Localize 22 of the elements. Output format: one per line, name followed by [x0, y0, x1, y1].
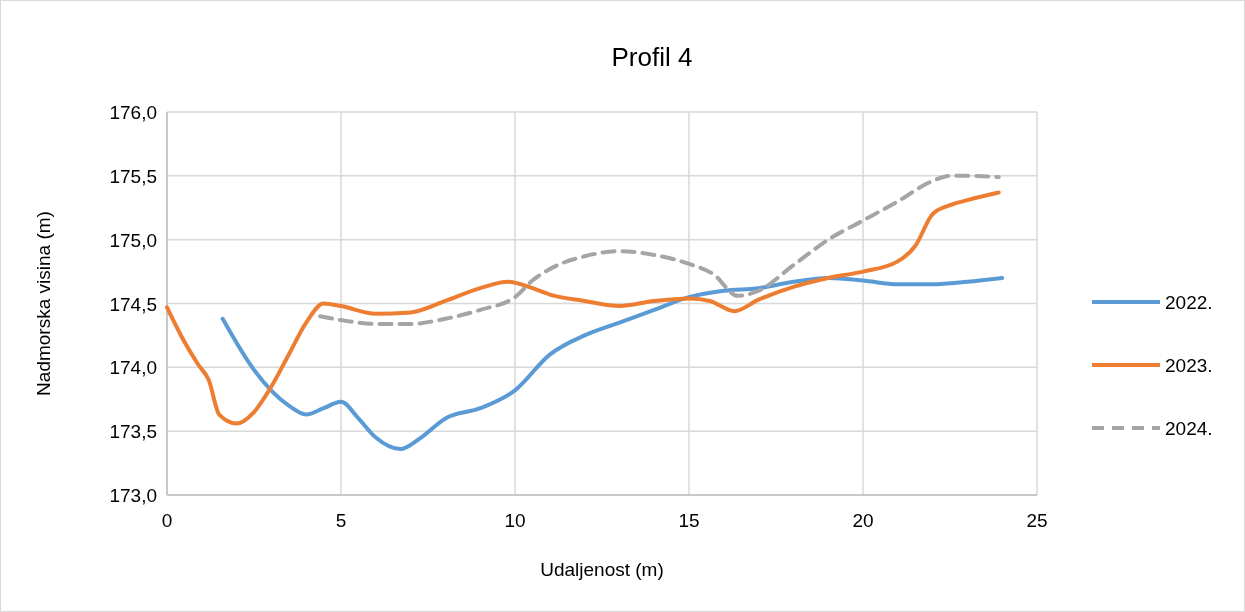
x-tick-label: 10: [504, 510, 526, 531]
y-tick-label: 174,5: [109, 293, 157, 315]
legend-label: 2023.: [1165, 355, 1213, 376]
x-tick-label: 15: [678, 510, 700, 531]
line-series: [318, 173, 1001, 326]
y-tick-label: 176,0: [109, 102, 157, 123]
x-axis-title: Udaljenost (m): [540, 559, 664, 580]
y-tick-label: 173,0: [109, 485, 157, 506]
x-tick-label: 25: [1026, 510, 1048, 531]
x-tick-label: 0: [161, 510, 173, 531]
legend-label: 2022.: [1165, 292, 1213, 313]
x-tick-label: 20: [852, 510, 874, 531]
y-axis-title: Nadmorska visina (m): [33, 211, 54, 396]
line-series: [165, 190, 1001, 426]
chart-title: Profil 4: [611, 42, 693, 72]
y-tick-label: 174,0: [109, 357, 157, 379]
line-series: [220, 275, 1005, 452]
legend-label: 2024.: [1165, 418, 1213, 439]
y-tick-label: 173,5: [109, 421, 157, 443]
y-tick-label: 175,5: [109, 165, 157, 187]
y-tick-label: 175,0: [109, 229, 157, 251]
x-tick-label: 5: [335, 510, 347, 531]
